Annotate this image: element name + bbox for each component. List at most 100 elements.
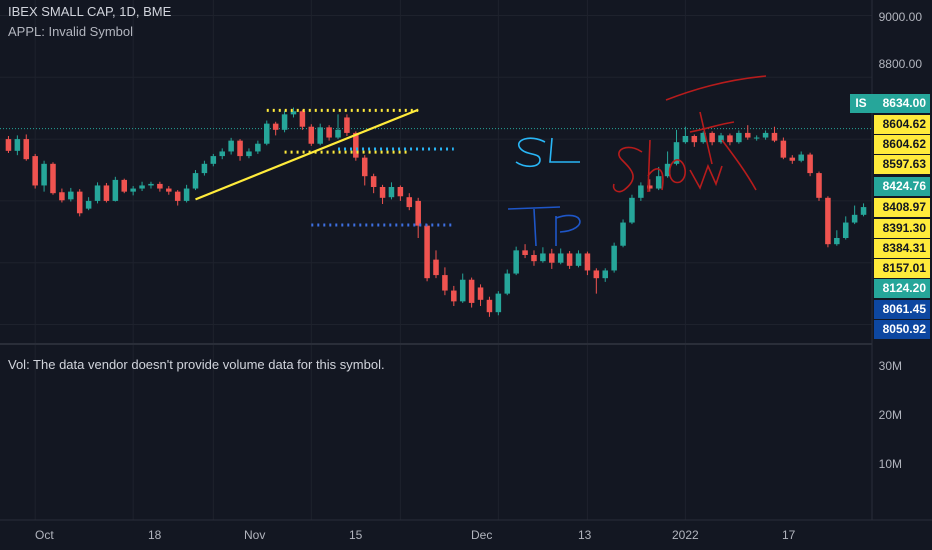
- candle-body: [353, 132, 359, 158]
- candle-body: [210, 156, 217, 164]
- volume-tick-20m: 20M: [878, 408, 902, 422]
- current-price-value: 8634.00: [872, 94, 930, 113]
- candle-body: [459, 279, 466, 302]
- candle-body: [629, 197, 635, 223]
- candle-body: [673, 142, 680, 164]
- candle-body: [388, 187, 395, 198]
- price-tag: 8604.62: [874, 135, 930, 154]
- price-tag: 8391.30: [874, 219, 930, 238]
- candle-body: [14, 139, 21, 151]
- candle-body: [406, 197, 413, 208]
- short-handwriting: [612, 75, 767, 193]
- price-tag: 8597.63: [874, 155, 930, 174]
- candle-body: [727, 135, 733, 143]
- candle-body: [166, 188, 172, 192]
- time-tick: 17: [782, 528, 796, 542]
- price-tag: 8384.31: [874, 239, 930, 258]
- time-tick: 18: [148, 528, 162, 542]
- time-tick: 2022: [672, 528, 699, 542]
- candle-body: [183, 188, 190, 201]
- candle-body: [531, 255, 537, 262]
- candle-body: [549, 253, 555, 263]
- price-tick-9000: 9000.00: [878, 10, 922, 24]
- candle-body: [798, 154, 804, 161]
- candle-body: [344, 117, 350, 133]
- price-tag: 8604.62: [874, 115, 930, 134]
- candle-body: [611, 245, 617, 271]
- candle-body: [468, 279, 475, 303]
- candle-body: [41, 163, 47, 186]
- candle-body: [557, 253, 564, 263]
- price-tag: 8424.76: [874, 177, 930, 196]
- volume-indicator-note[interactable]: Vol: The data vendor doesn't provide vol…: [8, 357, 385, 372]
- candle-body: [834, 238, 840, 245]
- price-tag: 8157.01: [874, 259, 930, 278]
- candle-body: [504, 273, 511, 294]
- drawings[interactable]: [195, 108, 454, 227]
- candle-body: [664, 163, 671, 177]
- candle-body: [860, 207, 867, 215]
- candle-body: [361, 157, 368, 177]
- candle-body: [584, 253, 591, 271]
- time-tick: Dec: [471, 528, 493, 542]
- candle-body: [59, 192, 65, 201]
- candle-body: [50, 163, 56, 194]
- candle-body: [68, 191, 74, 200]
- volume-tick-30m: 30M: [878, 359, 902, 373]
- candle-body: [762, 132, 769, 138]
- price-tag: 8050.92: [874, 320, 930, 339]
- compare-symbol-status[interactable]: APPL: Invalid Symbol: [8, 24, 134, 39]
- candle-body: [682, 136, 689, 143]
- candle-body: [691, 136, 698, 143]
- candle-body: [700, 132, 706, 143]
- price-tick-8800: 8800.00: [878, 57, 922, 71]
- symbol-title[interactable]: IBEX SMALL CAP, 1D, BME: [8, 4, 172, 19]
- candle-body: [264, 123, 270, 144]
- candle-body: [246, 151, 252, 157]
- candle-body: [415, 200, 421, 226]
- candle-body: [851, 214, 858, 223]
- candle-body: [842, 222, 849, 238]
- candle-body: [753, 137, 760, 139]
- candle-body: [32, 156, 38, 186]
- time-tick: Oct: [35, 528, 54, 542]
- candle-body: [5, 139, 12, 151]
- candle-body: [638, 185, 644, 198]
- candle-body: [477, 287, 484, 300]
- candle-body: [85, 200, 92, 209]
- candle-body: [495, 293, 502, 313]
- trend-line: [195, 108, 419, 201]
- candle-body: [433, 259, 439, 276]
- candle-body: [825, 197, 831, 245]
- candle-body: [121, 179, 128, 192]
- volume-tick-10m: 10M: [878, 457, 902, 471]
- candle-body: [76, 191, 83, 214]
- candle-body: [308, 126, 315, 144]
- candle-body: [281, 114, 288, 130]
- candle-body: [718, 135, 724, 143]
- current-price-tag: IS 8634.00: [850, 94, 930, 113]
- candle-body: [370, 176, 377, 187]
- candle-body: [201, 163, 208, 174]
- candle-body: [290, 111, 297, 115]
- candle-body: [397, 187, 404, 197]
- candle-body: [513, 250, 519, 274]
- candle-body: [112, 179, 119, 201]
- handwritten-annotations: [507, 75, 767, 247]
- candle-body: [540, 253, 546, 262]
- candle-body: [317, 127, 323, 144]
- candle-body: [442, 275, 448, 291]
- candle-body: [807, 154, 813, 174]
- candle-body: [139, 185, 145, 189]
- candle-body: [451, 290, 457, 302]
- candle-body: [522, 250, 528, 255]
- candle-body: [192, 173, 199, 189]
- candle-body: [593, 270, 600, 279]
- candle-body: [647, 185, 653, 189]
- candle-body: [736, 132, 742, 143]
- candle-body: [771, 132, 778, 141]
- candle-body: [237, 140, 243, 157]
- candle-body: [709, 132, 715, 143]
- time-tick: 15: [349, 528, 363, 542]
